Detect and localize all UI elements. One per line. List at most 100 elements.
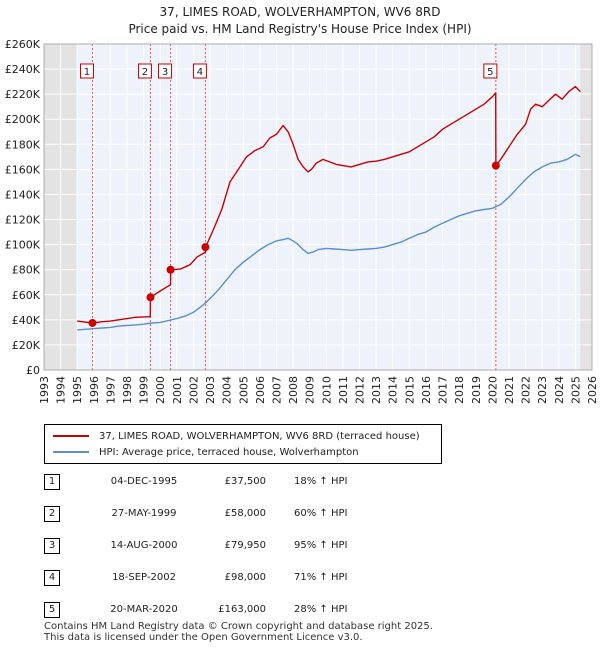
sale-marker-box-1 xyxy=(79,63,94,79)
sale-price: £37,500 xyxy=(224,476,266,487)
sale-hpi-change: 18% ↑ HPI xyxy=(294,476,348,487)
y-tick-label: £180K xyxy=(5,138,41,151)
x-tick-label: 2013 xyxy=(370,376,383,404)
x-tick-label: 2023 xyxy=(536,376,549,404)
sale-date: 04-DEC-1995 xyxy=(110,476,178,487)
footer-copyright: Contains HM Land Registry data © Crown c… xyxy=(44,621,433,632)
x-tick-label: 2020 xyxy=(486,376,499,404)
legend-swatch-hpi xyxy=(53,451,89,453)
chart-title: 37, LIMES ROAD, WOLVERHAMPTON, WV6 8RD xyxy=(159,5,441,19)
sale-marker-box-4 xyxy=(192,63,207,79)
sale-hpi-change: 95% ↑ HPI xyxy=(294,540,348,551)
x-tick-label: 2005 xyxy=(237,376,250,404)
x-tick-label: 2003 xyxy=(204,376,217,404)
property-price-line xyxy=(77,85,581,324)
y-tick-label: £260K xyxy=(5,38,41,51)
x-tick-label: 1993 xyxy=(38,376,51,404)
sale-price: £58,000 xyxy=(224,508,266,519)
x-tick-label: 2022 xyxy=(520,376,533,404)
x-tick-label: 2009 xyxy=(304,376,317,404)
table-row: 5 20-MAR-2020 £163,000 28% ↑ HPI xyxy=(44,600,464,620)
x-tick-label: 2021 xyxy=(503,376,516,404)
x-tick-label: 1996 xyxy=(88,376,101,404)
y-tick-label: £140K xyxy=(5,188,41,201)
x-tick-label: 2012 xyxy=(354,376,367,404)
sale-number: 4 xyxy=(44,570,60,586)
y-tick-label: £80K xyxy=(12,264,41,277)
x-tick-label: 2015 xyxy=(403,376,416,404)
y-tick-label: £40K xyxy=(12,314,41,327)
x-tick-label: 2017 xyxy=(437,376,450,404)
x-tick-label: 2008 xyxy=(287,376,300,404)
footer: Contains HM Land Registry data © Crown c… xyxy=(44,621,433,643)
table-row: 2 27-MAY-1999 £58,000 60% ↑ HPI xyxy=(44,504,464,524)
x-tick-label: 2007 xyxy=(270,376,283,404)
sale-date: 18-SEP-2002 xyxy=(112,572,176,583)
x-tick-label: 2016 xyxy=(420,376,433,404)
chart-title-block: 37, LIMES ROAD, WOLVERHAMPTON, WV6 8RD P… xyxy=(0,4,600,38)
plot-background xyxy=(44,44,592,370)
legend-label-hpi: HPI: Average price, terraced house, Wolv… xyxy=(99,446,359,458)
plot-frame xyxy=(43,43,593,371)
sale-marker-label-4: 4 xyxy=(197,67,203,78)
y-tick-label: £20K xyxy=(12,339,41,352)
sale-date: 14-AUG-2000 xyxy=(110,540,178,551)
sale-number: 5 xyxy=(44,602,60,618)
table-row: 4 18-SEP-2002 £98,000 71% ↑ HPI xyxy=(44,568,464,588)
sale-point-2 xyxy=(146,293,155,302)
y-tick-label: £120K xyxy=(5,214,41,227)
legend: 37, LIMES ROAD, WOLVERHAMPTON, WV6 8RD (… xyxy=(44,424,442,464)
y-tick-label: £220K xyxy=(5,88,41,101)
legend-label-property: 37, LIMES ROAD, WOLVERHAMPTON, WV6 8RD (… xyxy=(99,430,420,442)
sale-marker-label-2: 2 xyxy=(142,67,148,78)
sale-marker-box-3 xyxy=(158,63,173,79)
x-tick-label: 2002 xyxy=(187,376,200,404)
sale-number: 1 xyxy=(44,474,60,490)
legend-item-hpi: HPI: Average price, terraced house, Wolv… xyxy=(53,444,359,460)
y-tick-label: £60K xyxy=(12,289,41,302)
sale-hpi-change: 60% ↑ HPI xyxy=(294,508,348,519)
sale-marker-box-2 xyxy=(137,63,152,79)
x-tick-label: 2025 xyxy=(569,376,582,404)
table-row: 1 04-DEC-1995 £37,500 18% ↑ HPI xyxy=(44,472,464,492)
price-chart: 1 2 3 4 5 £0 £20K £40K £60K £80K £100K £120K £140K £… xyxy=(5,38,599,404)
sale-hpi-change: 28% ↑ HPI xyxy=(294,604,348,615)
sale-date: 20-MAR-2020 xyxy=(110,604,178,615)
sale-price: £79,950 xyxy=(224,540,266,551)
x-tick-label: 2000 xyxy=(154,376,167,404)
y-tick-label: £100K xyxy=(5,239,41,252)
x-tick-label: 1994 xyxy=(55,376,68,404)
sale-marker-label-1: 1 xyxy=(84,67,90,78)
legend-item-property: 37, LIMES ROAD, WOLVERHAMPTON, WV6 8RD (… xyxy=(53,428,420,444)
x-tick-label: 1997 xyxy=(104,376,117,404)
x-tick-label: 2006 xyxy=(254,376,267,404)
x-tick-label: 2014 xyxy=(387,376,400,404)
x-tick-label: 1995 xyxy=(71,376,84,404)
sale-marker-label-3: 3 xyxy=(162,67,168,78)
legend-swatch-property xyxy=(53,435,89,437)
y-tick-label: £0 xyxy=(26,364,40,377)
table-row: 3 14-AUG-2000 £79,950 95% ↑ HPI xyxy=(44,536,464,556)
x-tick-label: 2011 xyxy=(337,376,350,404)
y-tick-label: £160K xyxy=(5,163,41,176)
chart-subtitle: Price paid vs. HM Land Registry's House … xyxy=(128,22,472,36)
x-tick-label: 2010 xyxy=(320,376,333,404)
footer-licence: This data is licensed under the Open Gov… xyxy=(44,632,363,643)
shaded-range-1 xyxy=(580,44,592,370)
hpi-line xyxy=(77,153,581,331)
sale-point-4 xyxy=(201,243,210,252)
sale-number: 2 xyxy=(44,506,60,522)
sale-marker-label-5: 5 xyxy=(487,67,493,78)
sale-point-5 xyxy=(491,161,500,170)
x-tick-label: 2026 xyxy=(586,376,599,404)
y-tick-label: £240K xyxy=(5,63,41,76)
sale-price: £98,000 xyxy=(224,572,266,583)
x-tick-label: 2004 xyxy=(221,376,234,404)
x-tick-label: 2024 xyxy=(553,376,566,404)
sale-price: £163,000 xyxy=(218,604,266,615)
sale-marker-box-5 xyxy=(483,63,498,79)
sale-hpi-change: 71% ↑ HPI xyxy=(294,572,348,583)
x-tick-label: 2001 xyxy=(171,376,184,404)
x-tick-label: 2018 xyxy=(453,376,466,404)
x-tick-label: 2019 xyxy=(470,376,483,404)
